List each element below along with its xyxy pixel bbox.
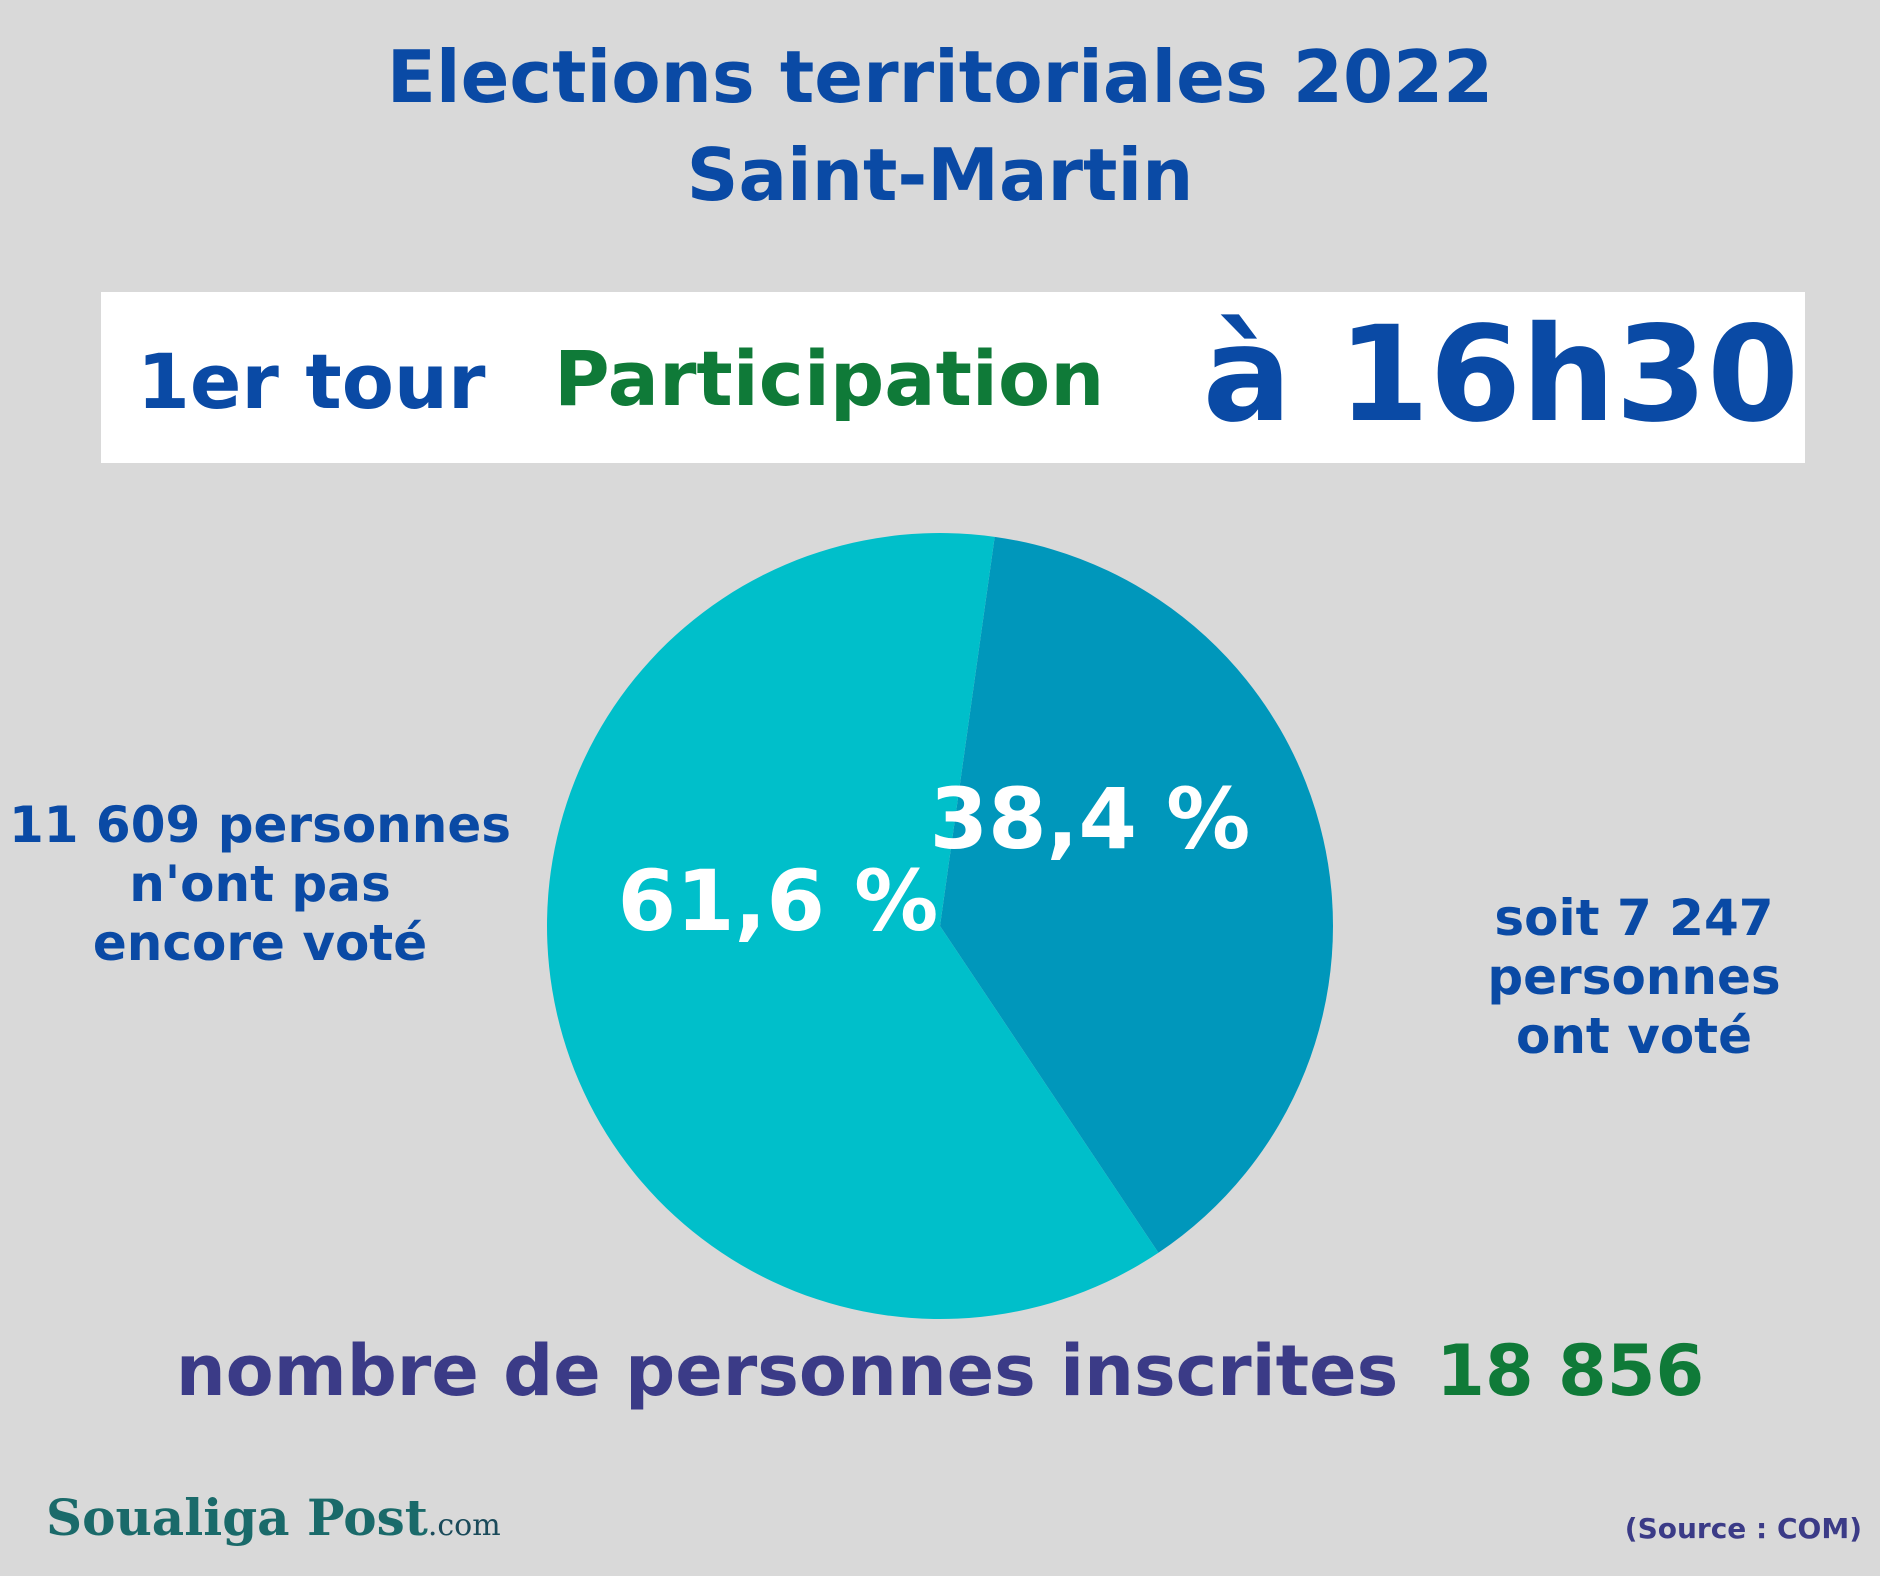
soualiga-post-logo: Soualiga Post.com	[46, 1488, 501, 1547]
participation-label: Participation	[554, 334, 1105, 423]
registered-value: 18 856	[1436, 1330, 1705, 1412]
not-voted-line-3: encore voté	[92, 914, 428, 972]
time-label: à 16h30	[1202, 298, 1799, 452]
slice-voted	[940, 536, 1333, 1253]
not-voted-line-1: 11 609 personnes	[8, 796, 512, 854]
logo-name: Soualiga Post	[46, 1488, 428, 1547]
registered-voters: nombre de personnes inscrites 18 856	[0, 1330, 1880, 1412]
title-line-2: Saint-Martin	[686, 133, 1194, 217]
not-voted-line-2: n'ont pas	[129, 855, 391, 913]
voted-line-3: ont voté	[1515, 1007, 1752, 1065]
voted-line-1: soit 7 247	[1494, 889, 1774, 947]
not-voted-note: 11 609 personnes n'ont pas encore voté	[0, 796, 520, 973]
round-label: 1er tour	[137, 337, 486, 426]
slice-not-voted-label: 61,6 %	[618, 852, 939, 950]
logo-tld: .com	[427, 1508, 501, 1543]
title-line-1: Elections territoriales 2022	[386, 35, 1494, 119]
chart-title: Elections territoriales 2022 Saint-Marti…	[0, 28, 1880, 224]
registered-label: nombre de personnes inscrites	[175, 1330, 1399, 1412]
voted-note: soit 7 247 personnes ont voté	[1424, 889, 1844, 1066]
source-note: (Source : COM)	[1624, 1512, 1862, 1545]
slice-voted-label: 38,4 %	[930, 770, 1251, 868]
round-banner: 1er tour Participation à 16h30	[101, 292, 1805, 463]
slice-not-voted	[546, 533, 1159, 1320]
voted-line-2: personnes	[1487, 948, 1781, 1006]
